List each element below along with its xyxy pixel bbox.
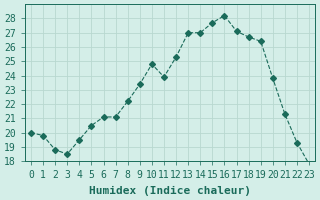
X-axis label: Humidex (Indice chaleur): Humidex (Indice chaleur) xyxy=(89,186,251,196)
